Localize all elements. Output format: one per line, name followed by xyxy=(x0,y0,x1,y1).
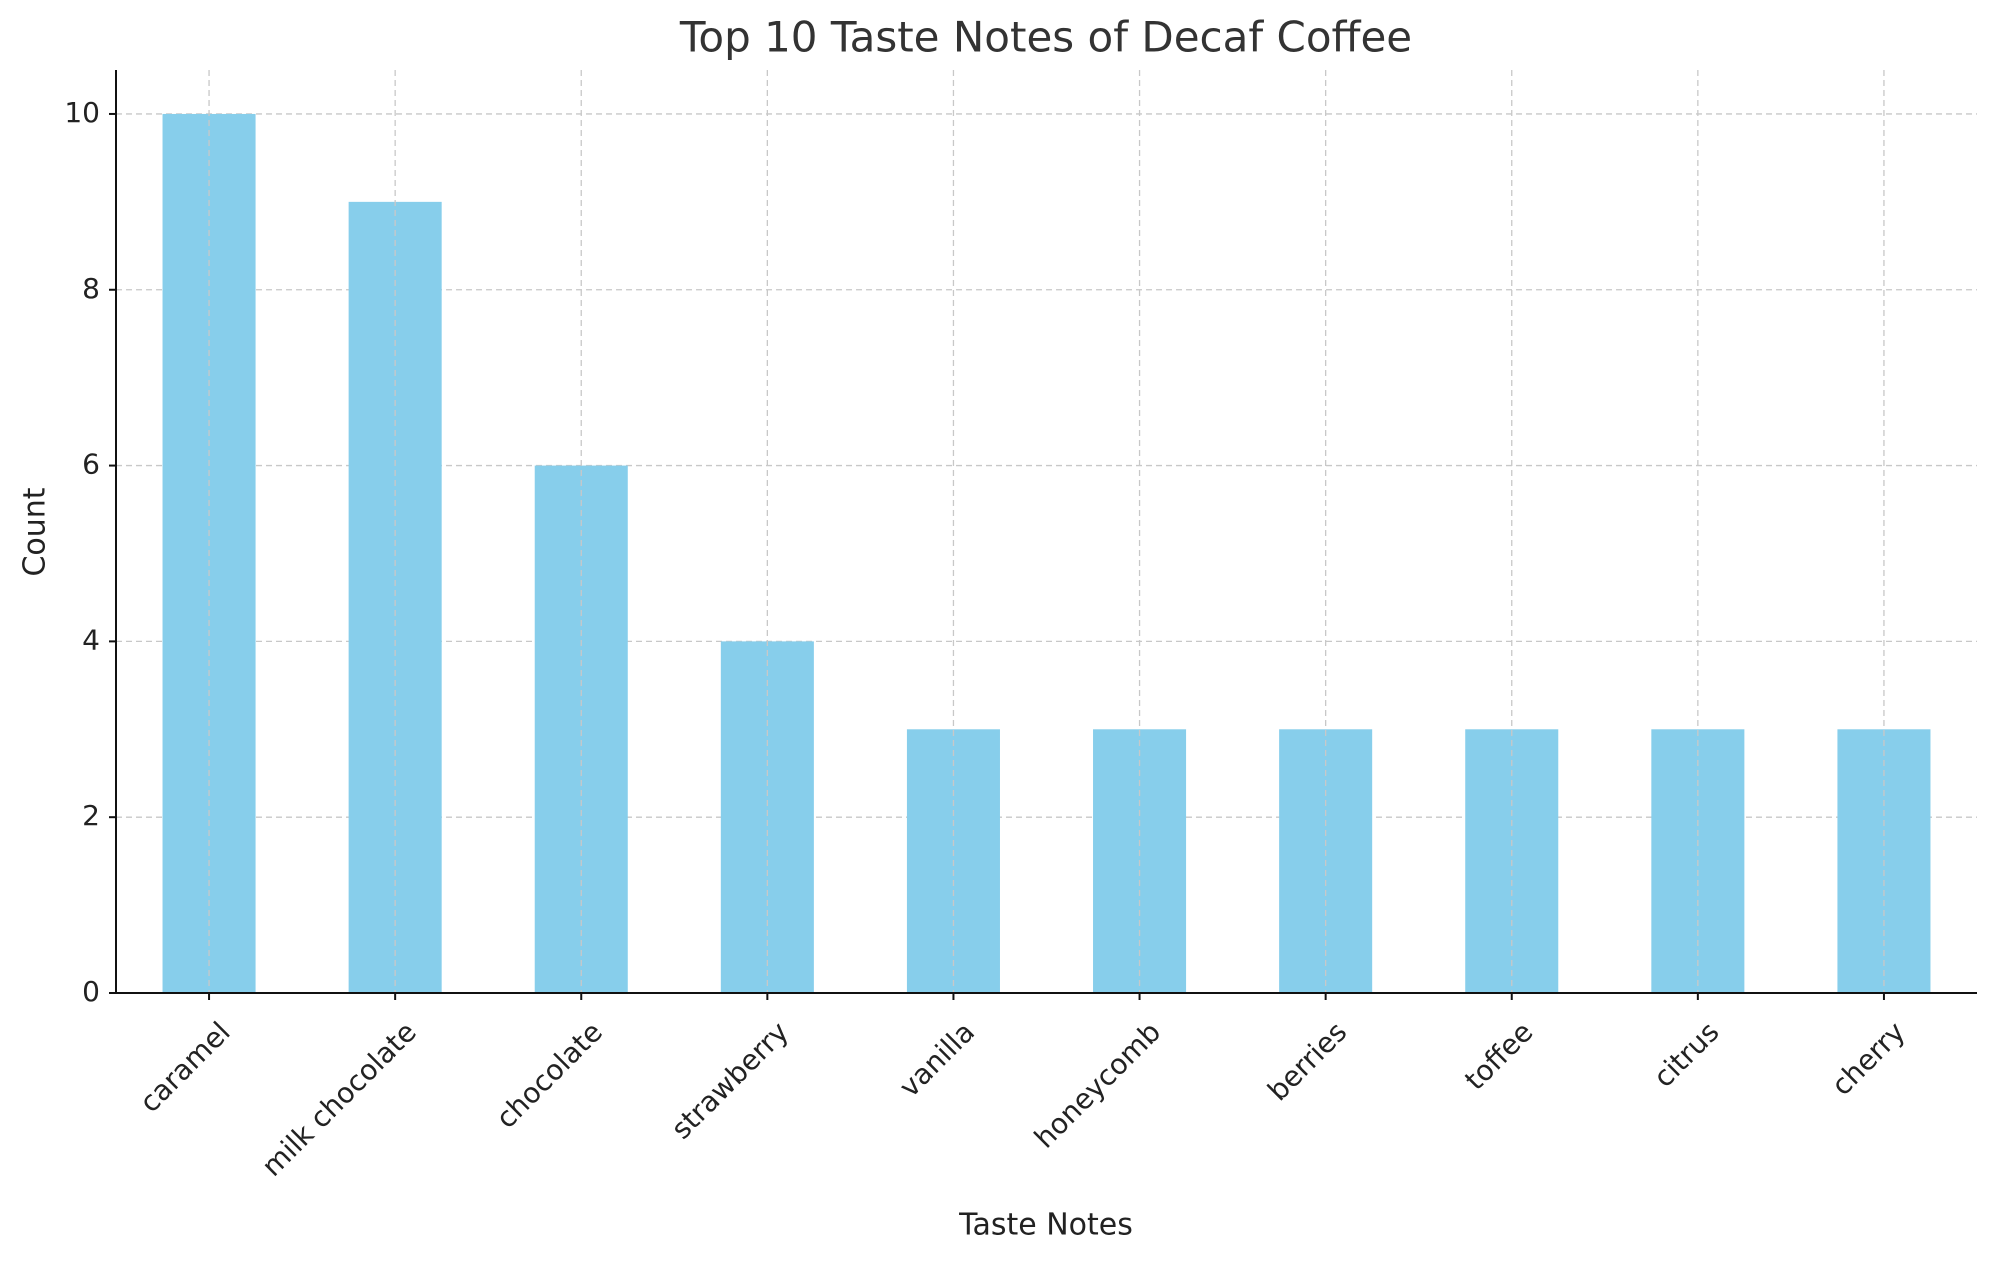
y-tick-label: 8 xyxy=(82,272,100,305)
x-tick-label: cherry xyxy=(1825,1015,1912,1102)
x-tick-label: milk chocolate xyxy=(255,1015,423,1183)
chart-title: Top 10 Taste Notes of Decaf Coffee xyxy=(679,13,1412,62)
x-axis-label: Taste Notes xyxy=(958,1208,1133,1243)
x-tick-label: toffee xyxy=(1458,1015,1539,1096)
x-tick-label: citrus xyxy=(1647,1015,1725,1093)
y-tick-label: 10 xyxy=(64,96,100,129)
x-tick-label: berries xyxy=(1261,1015,1353,1107)
y-tick-label: 2 xyxy=(82,799,100,832)
y-tick-label: 0 xyxy=(82,975,100,1008)
y-tick-label: 4 xyxy=(82,623,100,656)
y-tick-label: 6 xyxy=(82,448,100,481)
x-tick-label: caramel xyxy=(133,1015,237,1119)
x-tick-label: chocolate xyxy=(489,1015,608,1134)
y-axis-label: Count xyxy=(18,487,53,576)
x-tick-label: honeycomb xyxy=(1028,1015,1167,1154)
x-tick-label: strawberry xyxy=(665,1015,795,1145)
x-tick-label: vanilla xyxy=(893,1015,981,1103)
